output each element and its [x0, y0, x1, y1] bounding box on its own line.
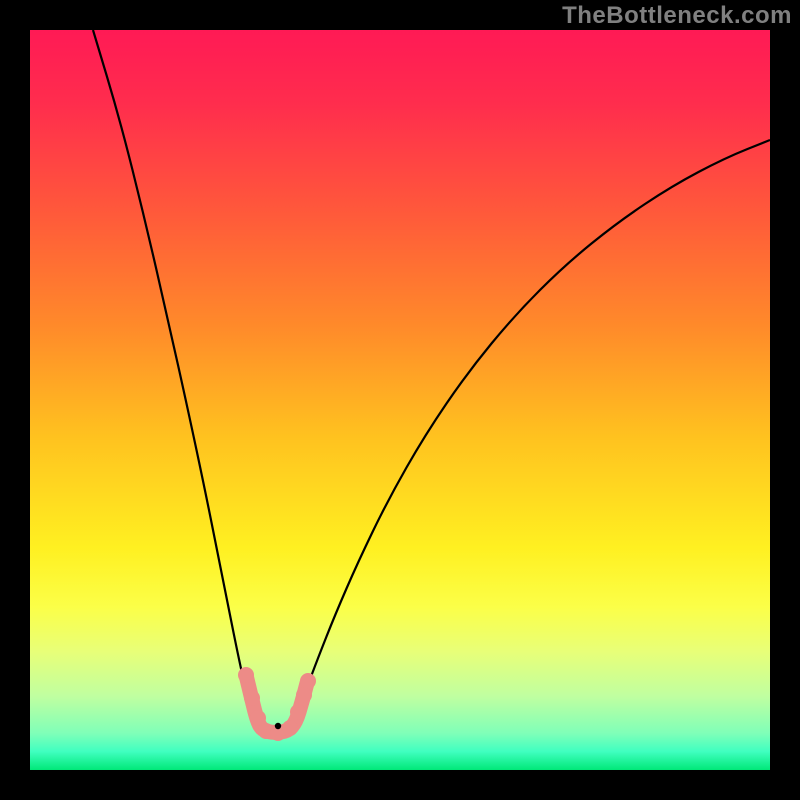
highlight-dot: [282, 720, 298, 736]
highlight-dot: [290, 704, 306, 720]
plot-background: [30, 30, 770, 770]
chart-svg: [0, 0, 800, 800]
highlight-dot: [244, 690, 260, 706]
highlight-dot: [300, 673, 316, 689]
highlight-dot: [238, 667, 254, 683]
watermark-text: TheBottleneck.com: [562, 2, 792, 30]
min-point: [275, 723, 281, 729]
highlight-dot: [296, 687, 312, 703]
